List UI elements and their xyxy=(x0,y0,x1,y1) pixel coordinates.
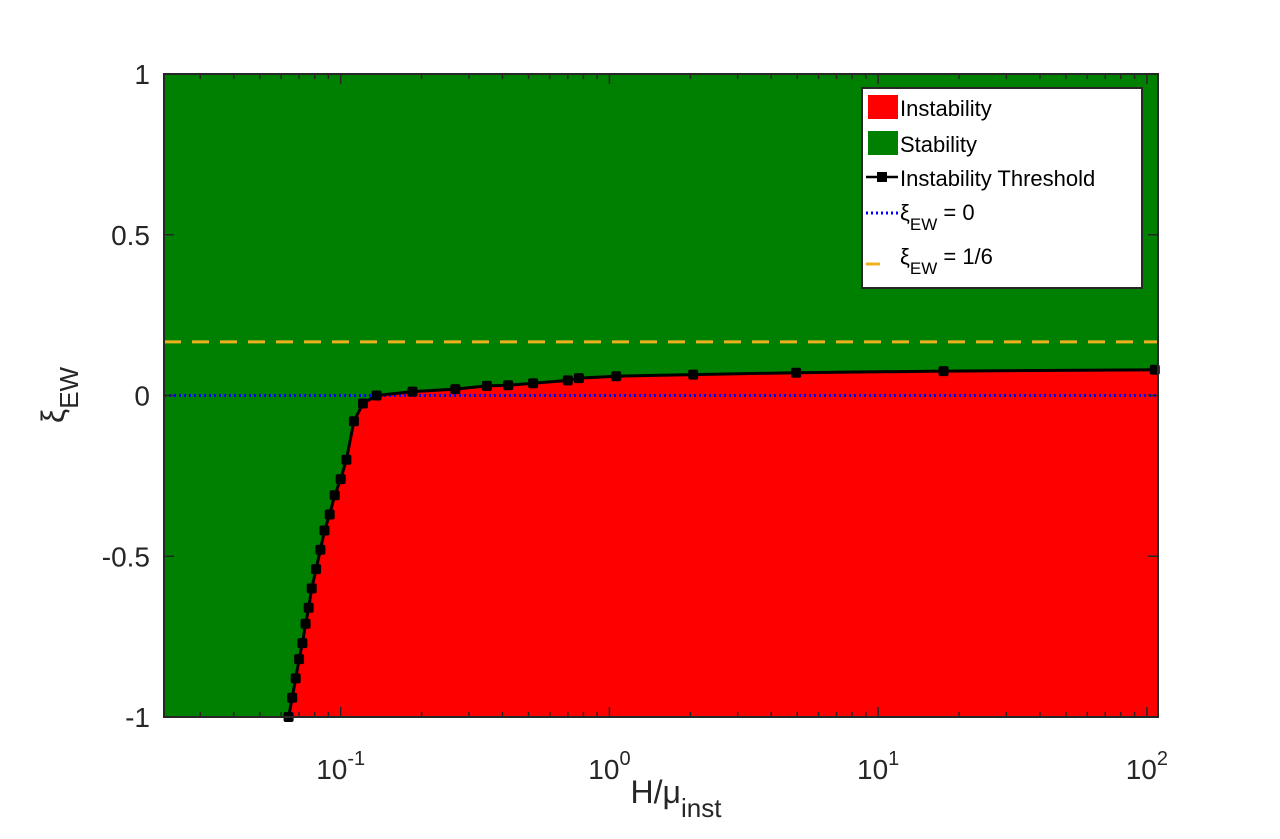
x-tick-exp-1: 0 xyxy=(619,748,630,770)
legend-swatch-stability xyxy=(868,131,898,155)
threshold-point-7 xyxy=(306,583,317,594)
legend-label-threshold: Instability Threshold xyxy=(900,166,1095,191)
x-tick-base-3: 10 xyxy=(1126,754,1157,785)
instability-region xyxy=(288,369,1159,717)
legend: Instability Stability Instability Thresh… xyxy=(861,87,1143,289)
legend-marker-threshold xyxy=(877,172,887,182)
x-tick-label-1: 100 xyxy=(588,748,630,785)
x-tick-base-1: 10 xyxy=(588,754,619,785)
legend-swatch-instability xyxy=(868,95,898,119)
legend-label-zero-line-main: ξ xyxy=(900,200,910,225)
legend-label-instability: Instability xyxy=(900,96,992,121)
legend-label-zero-line-rest: = 0 xyxy=(937,200,974,225)
y-axis-ticks: 1 0.5 0 -0.5 -1 xyxy=(102,59,1158,733)
threshold-point-9 xyxy=(315,544,326,555)
threshold-point-12 xyxy=(329,490,340,501)
threshold-point-25 xyxy=(611,371,622,382)
threshold-point-1 xyxy=(287,692,298,703)
threshold-point-26 xyxy=(688,369,699,380)
threshold-point-20 xyxy=(481,380,492,391)
y-tick-label-4: -1 xyxy=(125,702,150,733)
threshold-point-11 xyxy=(324,509,335,520)
threshold-point-8 xyxy=(311,564,322,575)
y-tick-label-1: 0.5 xyxy=(111,220,150,251)
x-axis-label-sub: inst xyxy=(681,793,722,823)
x-axis-label: H/μinst xyxy=(631,774,723,823)
threshold-point-2 xyxy=(290,673,301,684)
x-tick-base-0: 10 xyxy=(316,754,347,785)
threshold-point-22 xyxy=(528,378,539,389)
threshold-point-24 xyxy=(573,373,584,384)
threshold-point-4 xyxy=(297,638,308,649)
y-axis-label-main: ξ xyxy=(35,409,71,423)
threshold-point-18 xyxy=(407,386,418,397)
threshold-point-10 xyxy=(319,525,330,536)
legend-label-sixth-line: ξEW = 1/6 xyxy=(900,244,993,278)
x-axis-ticks: 10-1 100 101 102 xyxy=(316,748,1168,785)
x-tick-base-2: 10 xyxy=(857,754,888,785)
threshold-point-13 xyxy=(335,474,346,485)
threshold-point-14 xyxy=(341,454,352,465)
x-tick-exp-2: 1 xyxy=(888,748,899,770)
legend-box xyxy=(861,87,1143,289)
threshold-point-5 xyxy=(300,618,311,629)
threshold-point-19 xyxy=(450,384,461,395)
threshold-point-28 xyxy=(938,366,949,377)
x-tick-exp-0: -1 xyxy=(347,748,365,770)
x-tick-label-3: 102 xyxy=(1126,748,1168,785)
legend-label-sixth-line-rest: = 1/6 xyxy=(937,244,993,269)
x-tick-label-2: 101 xyxy=(857,748,899,785)
y-tick-label-3: -0.5 xyxy=(102,541,150,572)
y-axis-label-sub: EW xyxy=(54,366,84,408)
legend-label-zero-line: ξEW = 0 xyxy=(900,200,975,234)
threshold-point-23 xyxy=(562,375,573,386)
threshold-point-3 xyxy=(294,654,305,665)
legend-label-sixth-line-sub: EW xyxy=(910,259,937,278)
y-axis-label: ξEW xyxy=(35,366,84,423)
legend-label-zero-line-sub: EW xyxy=(910,215,937,234)
threshold-point-21 xyxy=(503,380,514,391)
legend-label-stability: Stability xyxy=(900,132,977,157)
threshold-point-27 xyxy=(791,367,802,378)
y-tick-label-2: 0 xyxy=(134,381,150,412)
legend-label-sixth-line-main: ξ xyxy=(900,244,910,269)
y-tick-label-0: 1 xyxy=(134,59,150,90)
threshold-point-15 xyxy=(348,416,359,427)
threshold-point-17 xyxy=(371,390,382,401)
threshold-point-16 xyxy=(358,398,368,409)
x-tick-label-0: 10-1 xyxy=(316,748,365,785)
x-axis-label-main: H/μ xyxy=(631,774,681,810)
x-tick-exp-3: 2 xyxy=(1157,748,1168,770)
threshold-point-6 xyxy=(303,602,314,613)
